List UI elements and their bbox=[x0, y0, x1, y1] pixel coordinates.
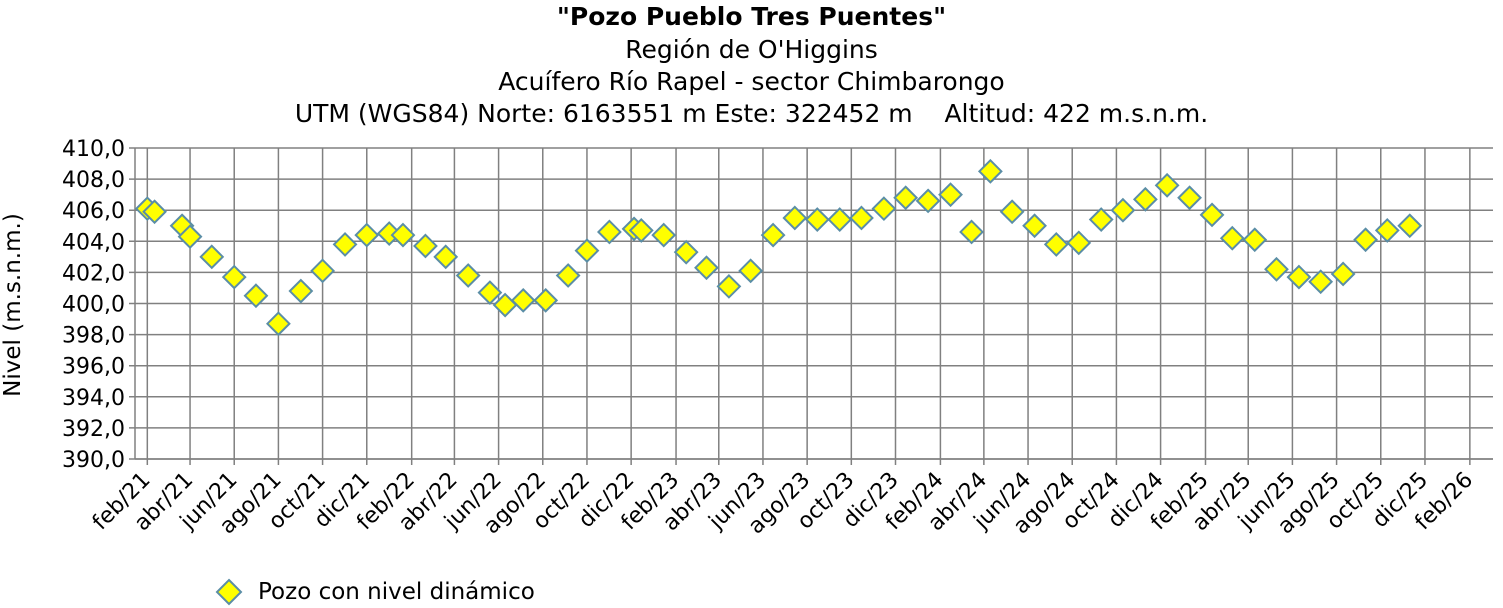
data-point bbox=[673, 239, 699, 265]
data-point bbox=[1330, 261, 1356, 287]
data-point bbox=[199, 244, 225, 270]
data-point bbox=[694, 255, 719, 281]
y-tick-label: 406,0 bbox=[62, 199, 125, 224]
data-point bbox=[1110, 197, 1136, 223]
data-point bbox=[1374, 218, 1400, 243]
data-point bbox=[1132, 186, 1158, 212]
data-point bbox=[628, 218, 654, 243]
data-point bbox=[510, 287, 536, 313]
y-tick-label: 404,0 bbox=[62, 230, 125, 255]
data-point bbox=[871, 196, 897, 222]
data-point bbox=[354, 222, 380, 248]
data-point bbox=[142, 199, 167, 225]
data-point bbox=[893, 185, 919, 211]
data-points bbox=[134, 158, 1423, 337]
data-point bbox=[413, 233, 438, 259]
data-point bbox=[1043, 231, 1069, 257]
data-point bbox=[651, 222, 677, 248]
y-tick-labels: 390,0 392,0 394,0 396,0 398,0 400,0 402,0 404,0… bbox=[62, 137, 125, 473]
data-point bbox=[849, 205, 874, 231]
chart-subtitle-region: Región de O'Higgins bbox=[625, 35, 878, 64]
data-point bbox=[1286, 264, 1312, 290]
data-point bbox=[716, 273, 742, 299]
y-tick-label: 394,0 bbox=[62, 386, 125, 411]
data-point bbox=[827, 207, 853, 232]
data-point bbox=[1242, 227, 1268, 253]
data-point bbox=[243, 283, 269, 309]
data-point bbox=[938, 182, 963, 208]
data-point bbox=[1353, 227, 1378, 253]
data-point bbox=[1264, 256, 1289, 282]
data-point bbox=[1397, 213, 1423, 239]
data-point bbox=[1154, 172, 1180, 198]
data-point bbox=[332, 231, 358, 257]
chart-subtitle-aquifer: Acuífero Río Rapel - sector Chimbarongo bbox=[498, 67, 1005, 96]
data-point bbox=[1308, 269, 1334, 295]
y-axis-label: Nivel (m.s.n.m.) bbox=[0, 213, 26, 397]
data-point bbox=[310, 258, 336, 284]
y-tick-label: 400,0 bbox=[62, 293, 125, 318]
y-tick-label: 410,0 bbox=[62, 137, 125, 162]
data-point bbox=[390, 222, 416, 248]
chart-plot: 390,0 392,0 394,0 396,0 398,0 400,0 402,0 404,0… bbox=[0, 137, 1493, 540]
data-point bbox=[1022, 213, 1047, 239]
data-point bbox=[1199, 202, 1225, 228]
y-tick-label: 390,0 bbox=[62, 448, 125, 473]
x-tick-labels: feb/21abr/21jun/21ago/21oct/21dic/21feb/… bbox=[88, 468, 1478, 540]
y-tick-label: 392,0 bbox=[62, 417, 125, 442]
chart-legend: Pozo con nivel dinámico bbox=[214, 576, 535, 608]
grid-lines bbox=[129, 147, 1493, 465]
data-point bbox=[574, 238, 600, 264]
data-point bbox=[555, 263, 581, 288]
chart-title: "Pozo Pueblo Tres Puentes" bbox=[556, 2, 947, 31]
legend-label: Pozo con nivel dinámico bbox=[258, 579, 535, 605]
data-point bbox=[804, 207, 830, 232]
data-point bbox=[1088, 207, 1114, 232]
data-point bbox=[455, 263, 481, 288]
data-point bbox=[1219, 225, 1245, 251]
data-point bbox=[177, 224, 203, 250]
data-point bbox=[221, 264, 247, 290]
data-point bbox=[288, 278, 314, 304]
data-point bbox=[977, 158, 1003, 184]
y-tick-label: 408,0 bbox=[62, 168, 125, 193]
data-point bbox=[596, 219, 622, 245]
y-tick-label: 398,0 bbox=[62, 324, 125, 349]
y-tick-label: 402,0 bbox=[62, 261, 125, 286]
data-point bbox=[1177, 185, 1202, 211]
data-point bbox=[959, 219, 984, 245]
data-point bbox=[782, 205, 808, 231]
data-point bbox=[999, 199, 1025, 225]
data-point bbox=[760, 222, 786, 248]
data-point bbox=[533, 287, 559, 313]
data-point bbox=[477, 280, 503, 306]
data-point bbox=[265, 311, 291, 337]
data-point bbox=[738, 258, 764, 284]
data-point bbox=[433, 244, 459, 270]
data-point bbox=[1066, 230, 1092, 256]
chart-subtitle-coordinates: UTM (WGS84) Norte: 6163551 m Este: 32245… bbox=[294, 99, 1209, 128]
y-tick-label: 396,0 bbox=[62, 355, 125, 380]
legend-marker-diamond-icon bbox=[215, 578, 243, 606]
data-point bbox=[915, 188, 941, 214]
